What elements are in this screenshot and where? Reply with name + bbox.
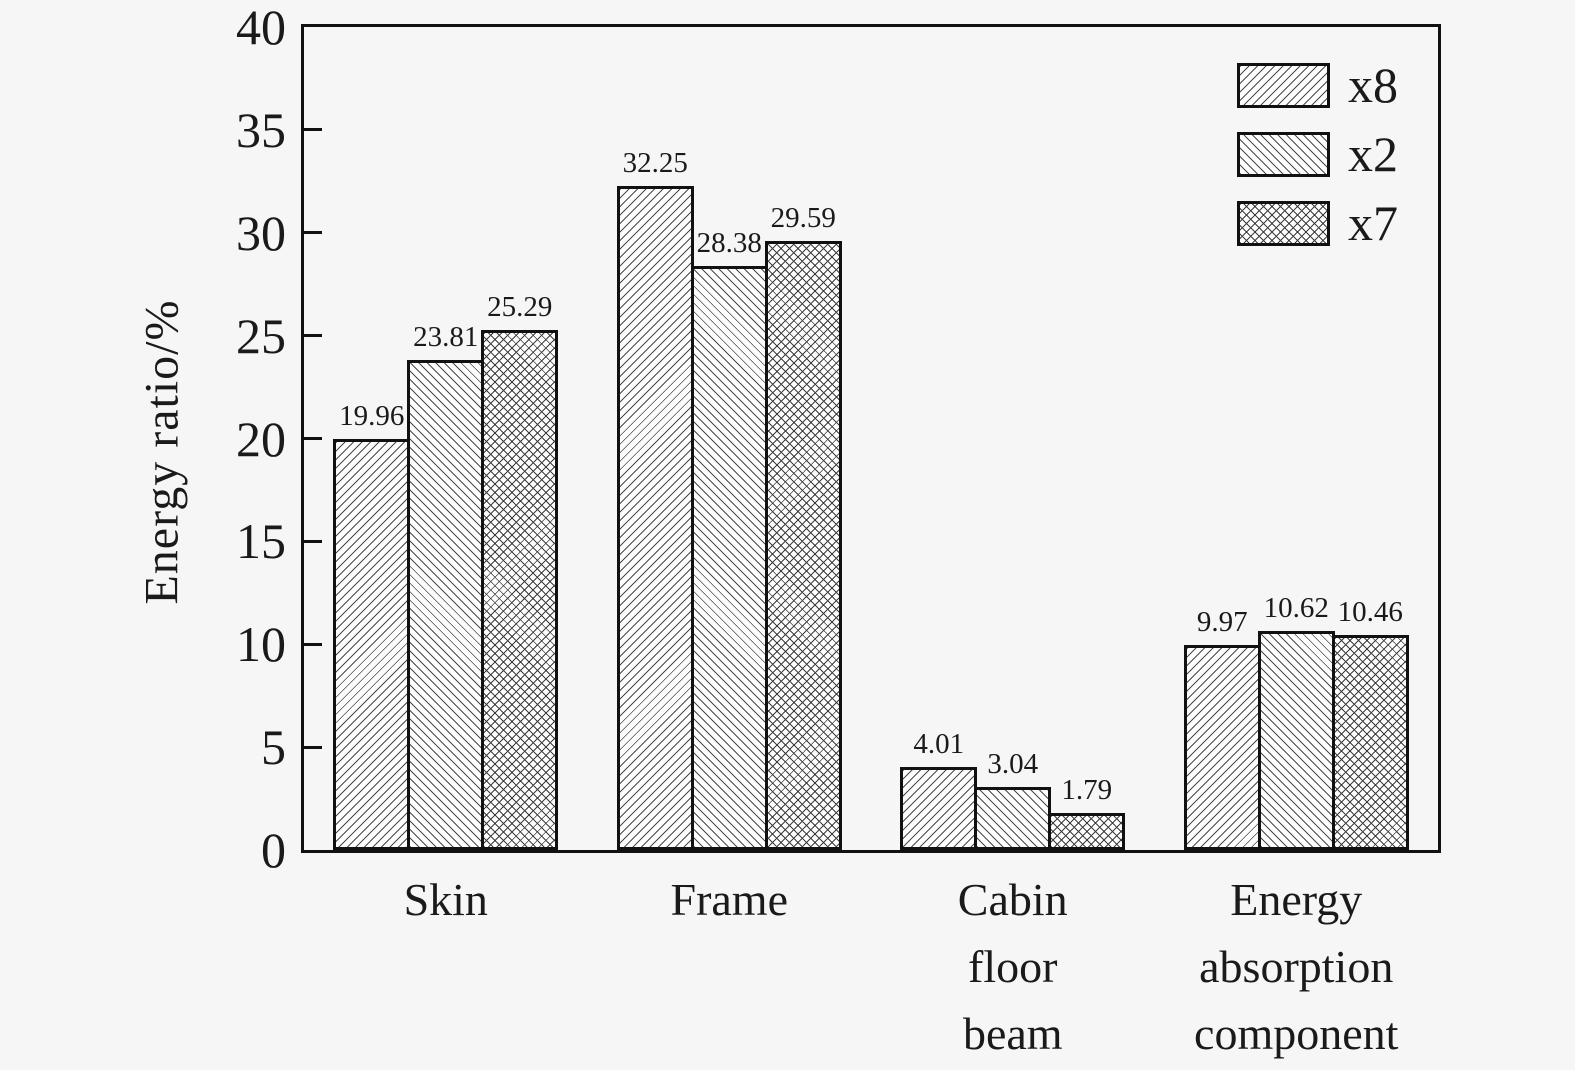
- bar: [333, 439, 411, 850]
- bar: [616, 186, 694, 850]
- bar-value-label: 23.81: [413, 321, 479, 354]
- bar: [1331, 634, 1409, 850]
- y-tick-mark: [304, 128, 322, 132]
- bar-value-label: 25.29: [487, 290, 553, 323]
- bar-value-label: 19.96: [339, 400, 405, 433]
- y-tick-label: 15: [236, 513, 286, 570]
- bar: [974, 787, 1052, 850]
- bar: [764, 241, 842, 850]
- y-tick-label: 25: [236, 307, 286, 364]
- bar-value-label: 32.25: [622, 147, 688, 180]
- y-tick-label: 0: [261, 822, 286, 878]
- legend-swatch-x7: [1237, 200, 1330, 246]
- bar-value-label: 3.04: [987, 748, 1039, 781]
- y-tick-label: 10: [236, 616, 286, 673]
- bar-value-label: 10.62: [1263, 592, 1329, 625]
- legend-swatch-x2: [1237, 131, 1330, 177]
- y-tick-label: 35: [236, 101, 286, 158]
- bar: [1257, 631, 1335, 850]
- bar: [407, 360, 485, 850]
- legend-label: x2: [1348, 126, 1398, 182]
- y-tick-mark: [304, 334, 322, 338]
- x-category-label: Frame: [670, 874, 788, 925]
- y-tick-mark: [304, 539, 322, 543]
- bar-value-label: 1.79: [1061, 774, 1113, 807]
- y-tick-mark: [304, 231, 322, 235]
- bar-value-label: 29.59: [770, 202, 836, 235]
- bar-value-label: 10.46: [1337, 595, 1403, 628]
- x-category-label: Cabin floor beam: [957, 874, 1068, 1059]
- plot-area: [301, 24, 1441, 853]
- bar-value-label: 4.01: [913, 728, 965, 761]
- bar: [900, 767, 978, 850]
- bar: [690, 266, 768, 850]
- y-tick-mark: [304, 745, 322, 749]
- legend-label: x7: [1348, 195, 1398, 251]
- y-tick-label: 20: [236, 410, 286, 467]
- y-tick-label: 40: [236, 0, 286, 55]
- x-category-label: Skin: [403, 874, 488, 925]
- y-tick-mark: [304, 642, 322, 646]
- bar-value-label: 28.38: [696, 227, 762, 260]
- bar: [1048, 813, 1126, 850]
- legend: x8 x2 x7: [1237, 60, 1398, 267]
- x-category-label: Energy absorption component: [1194, 874, 1399, 1059]
- bar: [481, 329, 559, 850]
- y-tick-label: 5: [261, 719, 286, 776]
- bar-value-label: 9.97: [1196, 605, 1248, 638]
- legend-item: x8: [1237, 60, 1398, 110]
- bar: [1183, 644, 1261, 850]
- legend-swatch-x8: [1237, 62, 1330, 108]
- y-tick-label: 30: [236, 204, 286, 261]
- legend-label: x8: [1348, 57, 1398, 113]
- legend-item: x7: [1237, 198, 1398, 248]
- legend-item: x2: [1237, 129, 1398, 179]
- y-tick-mark: [304, 437, 322, 440]
